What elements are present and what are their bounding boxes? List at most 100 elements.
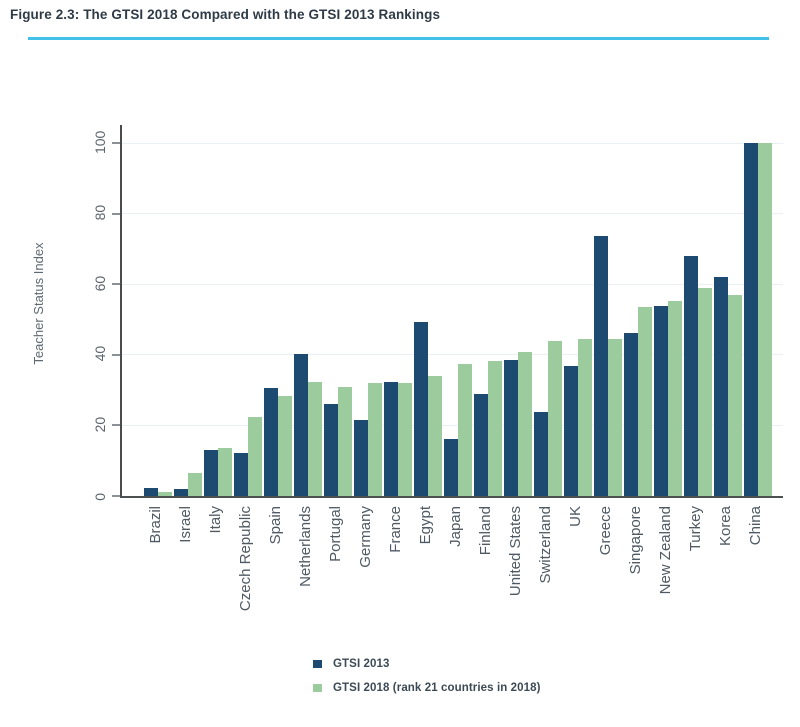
x-label-singapore: Singapore	[627, 506, 645, 575]
bar-pair-china	[744, 143, 772, 496]
x-label-cell-israel: Israel	[172, 506, 200, 656]
bars-layer	[144, 125, 772, 496]
bar-gtsi-2018-switzerland	[548, 340, 562, 496]
bar-pair-new-zealand	[654, 300, 682, 496]
bar-gtsi-2013-egypt	[414, 321, 428, 496]
y-tick-label-text: 100	[92, 130, 108, 154]
x-label-new-zealand: New Zealand	[657, 506, 675, 595]
bar-pair-egypt	[414, 321, 442, 496]
x-label-italy: Italy	[207, 506, 225, 534]
y-axis-title-text: Teacher Status Index	[31, 242, 46, 365]
gridline-20	[122, 424, 783, 426]
x-label-cell-china: China	[742, 506, 770, 656]
x-label-cell-spain: Spain	[262, 506, 290, 656]
bar-gtsi-2018-finland	[488, 360, 502, 496]
bar-gtsi-2018-czech-republic	[248, 416, 262, 496]
x-label-netherlands: Netherlands	[297, 506, 315, 587]
y-tick-mark-40	[112, 353, 120, 356]
bar-gtsi-2013-japan	[444, 438, 458, 496]
legend-label: GTSI 2018 (rank 21 countries in 2018)	[333, 682, 541, 694]
y-tick-mark-80	[112, 212, 120, 215]
x-label-france: France	[387, 506, 405, 553]
bar-gtsi-2018-turkey	[698, 288, 712, 496]
bar-gtsi-2013-united-states	[504, 360, 518, 496]
bar-gtsi-2018-new-zealand	[668, 300, 682, 496]
x-label-cell-portugal: Portugal	[322, 506, 350, 656]
bar-gtsi-2013-czech-republic	[234, 453, 248, 496]
bar-gtsi-2013-singapore	[624, 332, 638, 496]
bar-gtsi-2018-japan	[458, 364, 472, 496]
x-label-cell-united-states: United States	[502, 506, 530, 656]
x-label-china: China	[747, 506, 765, 546]
bar-gtsi-2013-china	[744, 143, 758, 496]
x-label-cell-new-zealand: New Zealand	[652, 506, 680, 656]
x-label-cell-finland: Finland	[472, 506, 500, 656]
x-label-cell-netherlands: Netherlands	[292, 506, 320, 656]
x-label-cell-singapore: Singapore	[622, 506, 650, 656]
bar-pair-czech-republic	[234, 416, 262, 496]
x-label-portugal: Portugal	[327, 506, 345, 562]
bar-gtsi-2013-switzerland	[534, 412, 548, 496]
y-tick-mark-60	[112, 283, 120, 286]
bar-gtsi-2018-italy	[218, 448, 232, 496]
x-label-cell-germany: Germany	[352, 506, 380, 656]
x-label-switzerland: Switzerland	[537, 506, 555, 584]
gridline-80	[122, 213, 783, 215]
legend-swatch-icon	[313, 660, 322, 668]
bar-gtsi-2018-uk	[578, 338, 592, 496]
bar-gtsi-2013-netherlands	[294, 353, 308, 496]
x-label-cell-greece: Greece	[592, 506, 620, 656]
gridline-40	[122, 354, 783, 356]
bar-gtsi-2018-china	[758, 143, 772, 496]
bar-gtsi-2018-united-states	[518, 351, 532, 496]
bar-gtsi-2018-egypt	[428, 376, 442, 496]
legend-row-gtsi-2018: GTSI 2018 (rank 21 countries in 2018)	[313, 682, 541, 694]
bar-gtsi-2013-italy	[204, 450, 218, 496]
bar-gtsi-2018-korea	[728, 295, 742, 496]
bar-pair-turkey	[684, 255, 712, 496]
chart-legend: GTSI 2013 GTSI 2018 (rank 21 countries in…	[313, 658, 541, 706]
bar-gtsi-2013-korea	[714, 277, 728, 496]
x-label-egypt: Egypt	[417, 506, 435, 545]
bar-gtsi-2018-spain	[278, 396, 292, 496]
bar-gtsi-2013-turkey	[684, 255, 698, 496]
figure-title: Figure 2.3: The GTSI 2018 Compared with …	[10, 7, 441, 22]
x-label-brazil: Brazil	[147, 506, 165, 544]
x-label-cell-italy: Italy	[202, 506, 230, 656]
bar-gtsi-2013-brazil	[144, 487, 158, 496]
bar-pair-brazil	[144, 487, 172, 496]
y-tick-mark-100	[112, 142, 120, 144]
x-label-czech-republic: Czech Republic	[237, 506, 255, 612]
x-label-united-states: United States	[507, 506, 525, 597]
bar-gtsi-2013-greece	[594, 235, 608, 496]
x-label-cell-brazil: Brazil	[142, 506, 170, 656]
bar-gtsi-2018-netherlands	[308, 382, 322, 496]
bar-pair-singapore	[624, 307, 652, 496]
x-label-finland: Finland	[477, 506, 495, 556]
bar-gtsi-2018-greece	[608, 338, 622, 496]
x-label-japan: Japan	[447, 506, 465, 547]
legend-label: GTSI 2013	[333, 658, 390, 670]
bar-pair-greece	[594, 235, 622, 496]
x-label-cell-korea: Korea	[712, 506, 740, 656]
y-tick-mark-0	[112, 495, 120, 497]
bar-pair-france	[384, 381, 412, 496]
x-label-cell-france: France	[382, 506, 410, 656]
y-tick-label-text: 40	[92, 346, 108, 362]
bar-pair-switzerland	[534, 340, 562, 496]
y-tick-label-0: 0	[92, 489, 108, 503]
bar-gtsi-2013-finland	[474, 393, 488, 496]
x-label-greece: Greece	[597, 506, 615, 556]
x-label-turkey: Turkey	[687, 506, 705, 552]
y-tick-label-text: 60	[92, 275, 108, 291]
title-rule	[28, 37, 769, 40]
y-axis-title: Teacher Status Index	[31, 242, 46, 367]
y-tick-mark-20	[112, 424, 120, 427]
bar-pair-netherlands	[294, 353, 322, 496]
x-label-cell-turkey: Turkey	[682, 506, 710, 656]
y-tick-label-text: 80	[92, 204, 108, 221]
x-label-cell-egypt: Egypt	[412, 506, 440, 656]
gridline-100	[122, 142, 783, 144]
bar-pair-korea	[714, 277, 742, 496]
bar-gtsi-2013-uk	[564, 366, 578, 496]
